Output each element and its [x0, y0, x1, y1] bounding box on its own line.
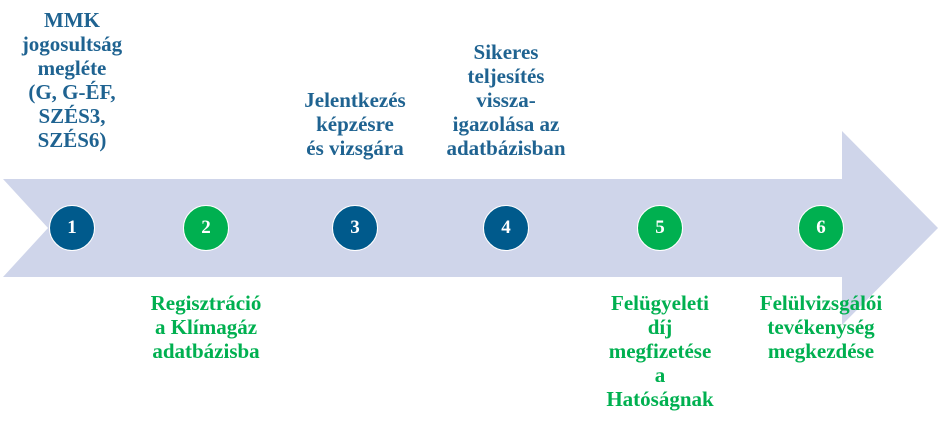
step-6-label: Felülvizsgálói tevékenység megkezdése [759, 291, 883, 363]
arrow-shape [3, 131, 938, 325]
step-1-circle: 1 [49, 205, 95, 251]
step-1-label: MMK jogosultság megléte (G, G-ÉF, SZÉS3,… [21, 8, 123, 152]
step-3-label: Jelentkezés képzésre és vizsgára [304, 88, 406, 160]
step-6-circle: 6 [798, 205, 844, 251]
step-4-circle: 4 [483, 205, 529, 251]
step-4-label: Sikeres teljesítés vissza- igazolása az … [446, 40, 566, 160]
step-3-circle: 3 [332, 205, 378, 251]
step-5-circle: 5 [637, 205, 683, 251]
step-5-label: Felügyeleti díj megfizetése a Hatóságnak [606, 291, 714, 411]
step-2-circle: 2 [183, 205, 229, 251]
step-2-label: Regisztráció a Klímagáz adatbázisba [150, 291, 262, 363]
